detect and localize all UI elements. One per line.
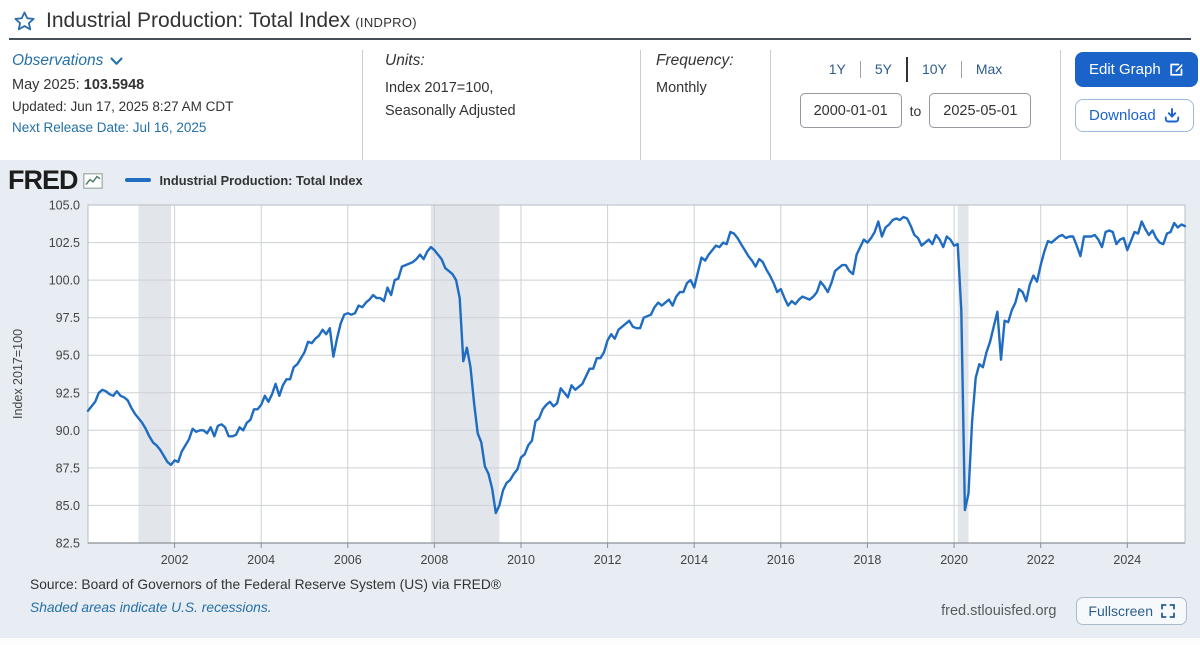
svg-text:2016: 2016 — [767, 553, 795, 567]
fred-site-url: fred.stlouisfed.org — [941, 603, 1057, 619]
svg-text:2014: 2014 — [680, 553, 708, 567]
actions-section: Edit Graph Download — [1060, 50, 1198, 160]
start-date-input[interactable] — [799, 93, 902, 128]
fullscreen-icon — [1161, 604, 1175, 618]
fullscreen-button[interactable]: Fullscreen — [1076, 597, 1187, 625]
observations-section: Observations May 2025: 103.5948 Updated:… — [12, 50, 362, 160]
range-preset-max[interactable]: Max — [975, 61, 1003, 77]
series-title: Industrial Production: Total Index — [46, 9, 351, 32]
updated-timestamp: Updated: Jun 17, 2025 8:27 AM CDT — [12, 99, 234, 114]
svg-text:2010: 2010 — [507, 553, 535, 567]
range-presets: 1Y 5Y 10Y Max — [777, 56, 1054, 82]
svg-text:2018: 2018 — [853, 553, 881, 567]
svg-text:85.0: 85.0 — [56, 499, 80, 513]
indpro-line-chart[interactable]: 82.5 85.0 87.5 90.0 92.5 95.0 97.5 100.0 102.5 10… — [0, 160, 1200, 638]
download-icon — [1164, 108, 1179, 123]
svg-text:105.0: 105.0 — [49, 199, 80, 213]
units-line2: Seasonally Adjusted — [385, 103, 516, 120]
svg-text:97.5: 97.5 — [56, 311, 80, 325]
next-release-link[interactable]: Next Release Date: Jul 16, 2025 — [12, 120, 207, 135]
preset-divider-current — [905, 56, 908, 82]
meta-bar: Observations May 2025: 103.5948 Updated:… — [0, 40, 1200, 160]
range-preset-1y[interactable]: 1Y — [828, 61, 846, 77]
recession-note-link[interactable]: Shaded areas indicate U.S. recessions. — [30, 600, 272, 615]
end-date-input[interactable] — [929, 93, 1032, 128]
edit-graph-button[interactable]: Edit Graph — [1075, 52, 1198, 87]
series-id: (INDPRO) — [355, 15, 417, 30]
legend-label: Industrial Production: Total Index — [159, 172, 363, 188]
chevron-down-icon — [110, 56, 123, 65]
svg-text:102.5: 102.5 — [49, 236, 80, 250]
observations-label: Observations — [12, 52, 104, 69]
download-button[interactable]: Download — [1075, 99, 1194, 132]
units-section: Units: Index 2017=100, Seasonally Adjust… — [362, 50, 640, 160]
preset-divider — [960, 60, 962, 78]
svg-text:2004: 2004 — [247, 553, 275, 567]
date-range-section: 1Y 5Y 10Y Max to — [770, 50, 1060, 160]
units-label: Units: — [385, 52, 425, 69]
frequency-section: Frequency: Monthly — [640, 50, 770, 160]
frequency-value: Monthly — [656, 80, 707, 96]
legend-line-swatch — [124, 178, 151, 182]
svg-text:92.5: 92.5 — [56, 386, 80, 400]
range-preset-5y[interactable]: 5Y — [874, 61, 892, 77]
latest-period: May 2025: — [12, 77, 80, 93]
svg-text:82.5: 82.5 — [56, 537, 80, 551]
page-header: Industrial Production: Total Index (INDPR… — [9, 0, 1191, 40]
svg-text:90.0: 90.0 — [56, 424, 80, 438]
edit-pencil-icon — [1170, 63, 1183, 76]
svg-text:95.0: 95.0 — [56, 349, 80, 363]
page-bottom-strip — [0, 638, 1200, 645]
chart-notes: Source: Board of Governors of the Federa… — [30, 573, 501, 619]
fred-logo-graph-icon — [82, 173, 103, 189]
latest-observation: May 2025: 103.5948 — [12, 77, 362, 93]
svg-text:2008: 2008 — [420, 553, 448, 567]
chart-header: FRED Industrial Production: Total Index — [8, 165, 363, 195]
panel-footer-right: fred.stlouisfed.org Fullscreen — [941, 597, 1187, 625]
units-value: Index 2017=100, Seasonally Adjusted — [385, 77, 640, 123]
fullscreen-label: Fullscreen — [1088, 603, 1153, 619]
latest-value: 103.5948 — [83, 77, 145, 93]
svg-text:2006: 2006 — [334, 553, 362, 567]
date-inputs: to — [777, 93, 1054, 128]
observations-dropdown[interactable]: Observations — [12, 52, 362, 70]
svg-text:87.5: 87.5 — [56, 461, 80, 475]
favorite-star-icon[interactable] — [13, 10, 36, 33]
svg-text:2024: 2024 — [1113, 553, 1141, 567]
range-preset-10y[interactable]: 10Y — [921, 61, 947, 77]
svg-text:2002: 2002 — [161, 553, 189, 567]
units-line1: Index 2017=100, — [385, 80, 494, 96]
svg-text:Index 2017=100: Index 2017=100 — [11, 329, 25, 419]
download-label: Download — [1089, 107, 1156, 124]
svg-text:100.0: 100.0 — [49, 274, 80, 288]
svg-text:2012: 2012 — [594, 553, 622, 567]
frequency-label: Frequency: — [656, 52, 734, 69]
source-attribution: Source: Board of Governors of the Federa… — [30, 577, 502, 592]
page-title: Industrial Production: Total Index (INDPR… — [46, 9, 417, 33]
to-label: to — [909, 102, 922, 119]
preset-divider — [859, 60, 861, 78]
edit-graph-label: Edit Graph — [1089, 61, 1161, 78]
chart-panel: 82.5 85.0 87.5 90.0 92.5 95.0 97.5 100.0 102.5 10… — [0, 160, 1200, 638]
fred-logo: FRED — [8, 164, 78, 195]
svg-text:2022: 2022 — [1027, 553, 1055, 567]
svg-text:2020: 2020 — [940, 553, 968, 567]
